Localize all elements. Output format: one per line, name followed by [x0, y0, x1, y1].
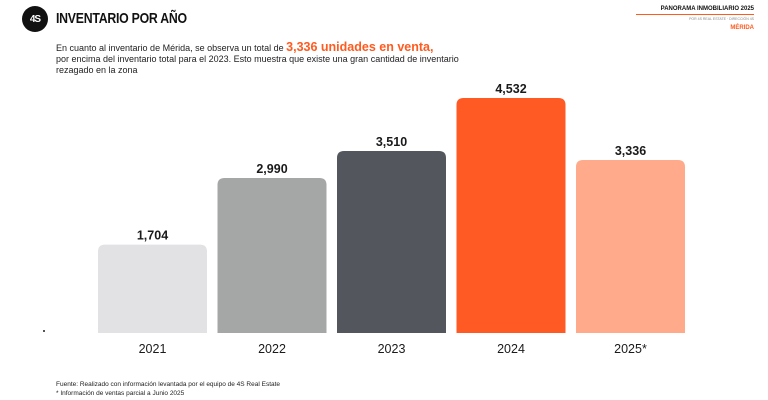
category-label-2024: 2024 — [497, 342, 525, 356]
value-label-2024: 4,532 — [495, 82, 526, 96]
intro-part2: por encima del inventario total para el … — [56, 54, 459, 75]
category-label-2025*: 2025* — [614, 342, 647, 356]
footer-notes: Fuente: Realizado con información levant… — [56, 381, 280, 398]
bar-2022 — [217, 177, 327, 333]
intro-text: En cuanto al inventario de Mérida, se ob… — [56, 40, 476, 76]
bar-2021 — [98, 244, 207, 333]
page-title: INVENTARIO POR AÑO — [56, 10, 187, 27]
value-label-2022: 2,990 — [256, 162, 287, 176]
intro-highlight: 3,336 unidades en venta, — [286, 40, 434, 54]
bar-2025* — [576, 160, 685, 333]
decorative-dot — [43, 330, 45, 332]
brand-title: PANORAMA INMOBILIARIO 2025 — [660, 6, 754, 12]
category-label-2022: 2022 — [258, 342, 286, 356]
footer-note: * Información de ventas parcial a Junio … — [56, 389, 185, 397]
brand-city: MÉRIDA — [730, 25, 754, 31]
brand-block: PANORAMA INMOBILIARIO 2025 POR 4S REAL E… — [624, 6, 754, 31]
value-label-2023: 3,510 — [376, 135, 407, 149]
footer-source: Fuente: Realizado con información levant… — [56, 381, 281, 388]
value-label-2021: 1,704 — [137, 229, 168, 243]
brand-logo: 4S — [22, 6, 48, 32]
category-label-2023: 2023 — [378, 342, 406, 356]
bar-2023 — [337, 150, 446, 333]
value-label-2025*: 3,336 — [615, 144, 646, 158]
brand-divider — [636, 14, 754, 15]
category-label-2021: 2021 — [139, 342, 167, 356]
logo-text: 4S — [29, 13, 41, 25]
brand-subtitle: POR 4S REAL ESTATE · DIRECCIÓN 4S — [689, 17, 754, 21]
bar-2024 — [456, 98, 566, 333]
intro-part1: En cuanto al inventario de Mérida, se ob… — [56, 43, 287, 53]
